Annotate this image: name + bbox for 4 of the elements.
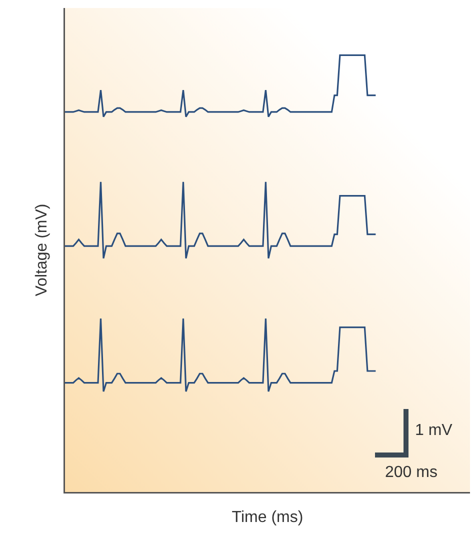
text: 1 mV: [415, 422, 453, 439]
text: 200 ms: [385, 464, 438, 481]
y-axis-title: Voltage (mV): [34, 204, 51, 296]
x-axis-title: Time (ms): [232, 508, 304, 526]
